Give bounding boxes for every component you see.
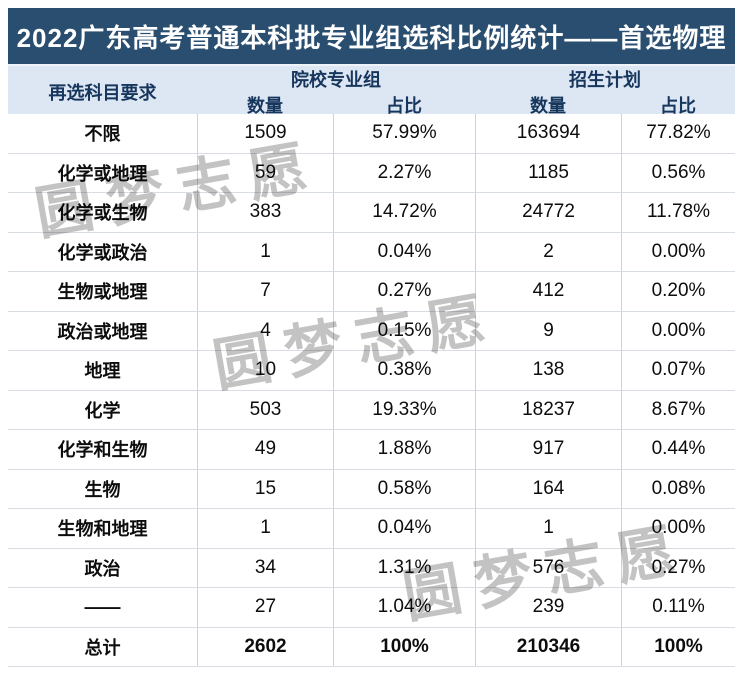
group-pct-value: 0.58% xyxy=(333,469,475,508)
group-pct-value: 2.27% xyxy=(333,153,475,192)
column-header-subject-requirement: 再选科目要求 xyxy=(48,83,157,103)
group-count-value: 27 xyxy=(197,588,333,627)
table-row: 化学或生物 383 14.72% 24772 11.78% xyxy=(8,193,735,233)
table-row: 化学和生物 49 1.88% 917 0.44% xyxy=(8,430,735,470)
row-label: 不限 xyxy=(84,124,121,145)
plan-count-value: 239 xyxy=(475,588,621,627)
table-row: 生物 15 0.58% 164 0.08% xyxy=(8,469,735,509)
plan-pct-value: 100% xyxy=(621,627,735,666)
group-pct-value: 1.31% xyxy=(333,548,475,587)
column-header-group-count: 数量 xyxy=(247,96,283,116)
row-label: 地理 xyxy=(84,361,121,382)
plan-pct-value: 0.27% xyxy=(621,548,735,587)
table-row: 生物或地理 7 0.27% 412 0.20% xyxy=(8,272,735,312)
row-label: 生物 xyxy=(84,479,121,500)
group-pct-value: 0.04% xyxy=(333,232,475,271)
plan-pct-value: 0.11% xyxy=(621,588,735,627)
group-header-major-groups: 院校专业组 xyxy=(291,70,381,90)
group-count-value: 1 xyxy=(197,509,333,548)
plan-count-value: 164 xyxy=(475,469,621,508)
group-count-value: 10 xyxy=(197,351,333,390)
row-label: 生物和地理 xyxy=(57,519,148,540)
group-pct-value: 0.27% xyxy=(333,272,475,311)
group-header-enrollment-plan: 招生计划 xyxy=(569,70,641,90)
row-label: 化学和生物 xyxy=(57,440,148,461)
plan-count-value: 1 xyxy=(475,509,621,548)
group-count-value: 15 xyxy=(197,469,333,508)
table-header: 再选科目要求 院校专业组 招生计划 数量 占比 数量 占比 xyxy=(8,64,735,116)
table-row: 化学或地理 59 2.27% 1185 0.56% xyxy=(8,153,735,193)
group-count-value: 503 xyxy=(197,390,333,429)
group-count-value: 2602 xyxy=(197,627,333,666)
table-row: —— 27 1.04% 239 0.11% xyxy=(8,588,735,628)
plan-pct-value: 0.00% xyxy=(621,509,735,548)
plan-pct-value: 0.00% xyxy=(621,311,735,350)
plan-count-value: 1185 xyxy=(475,153,621,192)
statistics-sheet: 2022广东高考普通本科批专业组选科比例统计——首选物理 再选科目要求 院校专业… xyxy=(8,8,735,667)
plan-count-value: 917 xyxy=(475,430,621,469)
row-label: 化学或政治 xyxy=(57,242,148,263)
row-label: 总计 xyxy=(84,637,121,658)
group-pct-value: 1.04% xyxy=(333,588,475,627)
group-pct-value: 0.15% xyxy=(333,311,475,350)
column-header-group-pct: 占比 xyxy=(386,96,422,116)
plan-count-value: 138 xyxy=(475,351,621,390)
table-row: 政治或地理 4 0.15% 9 0.00% xyxy=(8,311,735,351)
table-total-row: 总计 2602 100% 210346 100% xyxy=(8,627,735,667)
column-header-plan-count: 数量 xyxy=(530,96,566,116)
group-count-value: 383 xyxy=(197,193,333,232)
plan-count-value: 18237 xyxy=(475,390,621,429)
row-label: 化学 xyxy=(84,400,121,421)
plan-count-value: 9 xyxy=(475,311,621,350)
plan-count-value: 576 xyxy=(475,548,621,587)
plan-pct-value: 77.82% xyxy=(621,114,735,153)
group-count-value: 7 xyxy=(197,272,333,311)
group-count-value: 1509 xyxy=(197,114,333,153)
plan-pct-value: 0.08% xyxy=(621,469,735,508)
group-count-value: 49 xyxy=(197,430,333,469)
plan-pct-value: 11.78% xyxy=(621,193,735,232)
table-row: 生物和地理 1 0.04% 1 0.00% xyxy=(8,509,735,549)
group-pct-value: 1.88% xyxy=(333,430,475,469)
row-label: 化学或地理 xyxy=(57,163,148,184)
group-pct-value: 0.38% xyxy=(333,351,475,390)
page-title: 2022广东高考普通本科批专业组选科比例统计——首选物理 xyxy=(8,8,735,64)
row-label: 政治 xyxy=(84,558,121,579)
group-count-value: 34 xyxy=(197,548,333,587)
group-pct-value: 19.33% xyxy=(333,390,475,429)
plan-pct-value: 0.07% xyxy=(621,351,735,390)
plan-count-value: 412 xyxy=(475,272,621,311)
plan-count-value: 210346 xyxy=(475,627,621,666)
plan-pct-value: 0.20% xyxy=(621,272,735,311)
group-count-value: 59 xyxy=(197,153,333,192)
table-row: 政治 34 1.31% 576 0.27% xyxy=(8,548,735,588)
table-row: 地理 10 0.38% 138 0.07% xyxy=(8,351,735,391)
group-pct-value: 100% xyxy=(333,627,475,666)
row-label: 政治或地理 xyxy=(57,321,148,342)
table-body: 不限 1509 57.99% 163694 77.82% 化学或地理 59 2.27% 1185… xyxy=(8,114,735,667)
plan-count-value: 2 xyxy=(475,232,621,271)
row-label: 化学或生物 xyxy=(57,203,148,224)
group-pct-value: 57.99% xyxy=(333,114,475,153)
column-header-plan-pct: 占比 xyxy=(660,96,696,116)
table-row: 不限 1509 57.99% 163694 77.82% xyxy=(8,114,735,154)
row-label: —— xyxy=(84,596,121,617)
table-row: 化学 503 19.33% 18237 8.67% xyxy=(8,390,735,430)
plan-count-value: 163694 xyxy=(475,114,621,153)
group-pct-value: 14.72% xyxy=(333,193,475,232)
group-count-value: 4 xyxy=(197,311,333,350)
row-label: 生物或地理 xyxy=(57,282,148,303)
plan-pct-value: 8.67% xyxy=(621,390,735,429)
group-count-value: 1 xyxy=(197,232,333,271)
plan-count-value: 24772 xyxy=(475,193,621,232)
plan-pct-value: 0.56% xyxy=(621,153,735,192)
plan-pct-value: 0.00% xyxy=(621,232,735,271)
plan-pct-value: 0.44% xyxy=(621,430,735,469)
group-pct-value: 0.04% xyxy=(333,509,475,548)
table-row: 化学或政治 1 0.04% 2 0.00% xyxy=(8,232,735,272)
